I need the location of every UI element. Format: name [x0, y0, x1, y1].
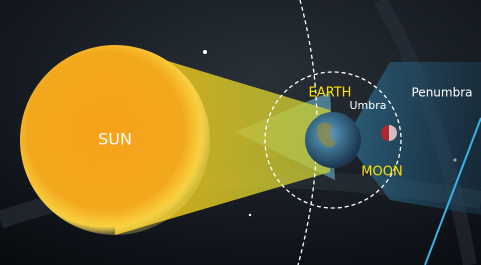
- sun-label: SUN: [98, 130, 132, 149]
- star: [249, 214, 251, 216]
- star: [203, 50, 207, 54]
- penumbra-label: Penumbra: [412, 86, 473, 100]
- eclipse-diagram: SUN EARTH Umbra Penumbra MOON: [0, 0, 481, 265]
- moon-label: MOON: [361, 165, 402, 180]
- earth-label: EARTH: [309, 86, 352, 101]
- umbra-label: Umbra: [349, 99, 386, 112]
- earth: [305, 112, 361, 168]
